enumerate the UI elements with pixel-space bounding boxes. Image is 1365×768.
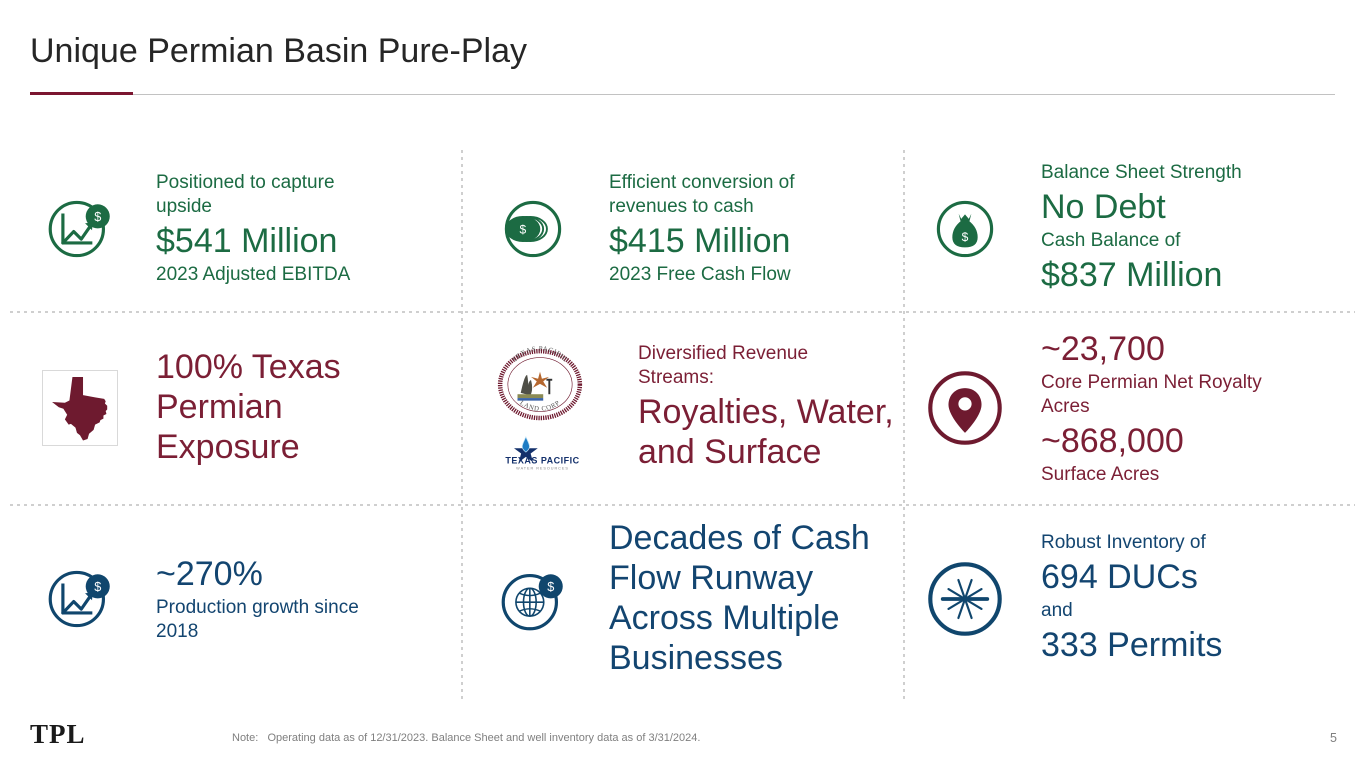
svg-text:$: $: [94, 210, 101, 224]
svg-text:$: $: [547, 580, 554, 594]
svg-text:$: $: [94, 580, 101, 594]
svg-text:TEXAS PACIFIC: TEXAS PACIFIC: [505, 456, 579, 466]
svg-text:$: $: [520, 222, 527, 236]
svg-text:$: $: [962, 230, 969, 244]
svg-text:WATER RESOURCES: WATER RESOURCES: [516, 467, 569, 471]
